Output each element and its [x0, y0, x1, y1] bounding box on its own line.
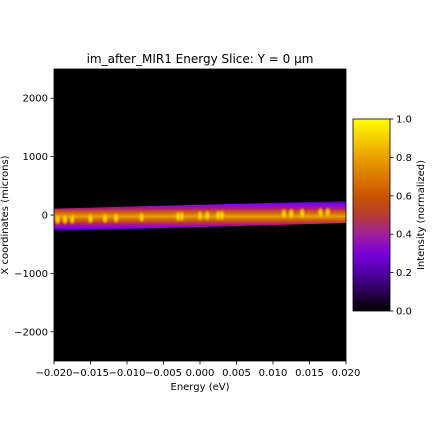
x-tick-label: −0.015	[72, 368, 109, 379]
x-axis-ticks: −0.020 −0.015 −0.010 −0.005 0.000 0.005 0.010 0…	[35, 361, 360, 379]
heatmap-hot-spot	[287, 207, 295, 220]
y-tick-label: −1000	[14, 269, 48, 280]
heatmap-hot-spot	[196, 209, 204, 222]
y-axis-ticks: 2000 1000 0 −1000 −2000	[14, 94, 54, 338]
colorbar-tick-label: 0.4	[396, 230, 412, 241]
heatmap-band-layer	[54, 200, 346, 231]
colorbar-tick-label: 1.0	[396, 115, 412, 126]
y-tick-label: 2000	[23, 94, 48, 105]
colorbar-tick-label: 0.8	[396, 153, 412, 164]
heatmap-hot-spot	[280, 207, 288, 220]
heatmap-hot-spot	[203, 209, 211, 222]
heatmap-hot-spot	[324, 206, 332, 219]
x-tick-label: 0.005	[222, 368, 251, 379]
y-tick-label: 1000	[23, 152, 48, 163]
colorbar-tick-label: 0.6	[396, 191, 412, 202]
heatmap-hot-spot	[68, 213, 76, 226]
x-tick-label: −0.020	[35, 368, 72, 379]
heatmap-hot-spot	[178, 210, 186, 223]
colorbar-tick-label: 0.2	[396, 268, 412, 279]
x-tick-label: 0.010	[259, 368, 288, 379]
heatmap-hot-spot	[218, 209, 226, 222]
heatmap-hot-spot	[316, 206, 324, 219]
y-axis-label: X coordinates (microns)	[0, 155, 11, 274]
heatmap-hot-spot	[87, 212, 94, 225]
colorbar-label: Intensity (normalized)	[416, 160, 427, 270]
heatmap-hot-spot	[61, 213, 69, 226]
heatmap-hot-spot	[298, 207, 306, 220]
chart-title: im_after_MIR1 Energy Slice: Y = 0 µm	[87, 52, 314, 66]
x-axis-label: Energy (eV)	[171, 382, 230, 393]
heatmap-hot-spot	[101, 212, 109, 225]
x-tick-label: 0.020	[332, 368, 361, 379]
x-tick-label: 0.015	[295, 368, 324, 379]
x-tick-label: −0.005	[145, 368, 182, 379]
heatmap-hot-spot	[54, 213, 62, 226]
colorbar-ticks: 0.0 0.2 0.4 0.6 0.8 1.0	[390, 115, 412, 318]
colorbar	[352, 118, 391, 312]
colorbar-tick-label: 0.0	[396, 307, 412, 318]
y-tick-label: −2000	[14, 327, 48, 338]
heatmap-hot-spot	[138, 211, 146, 224]
heatmap-hot-spot	[112, 211, 120, 225]
x-tick-label: −0.010	[108, 368, 145, 379]
x-tick-label: 0.000	[186, 368, 215, 379]
y-tick-label: 0	[42, 211, 48, 222]
